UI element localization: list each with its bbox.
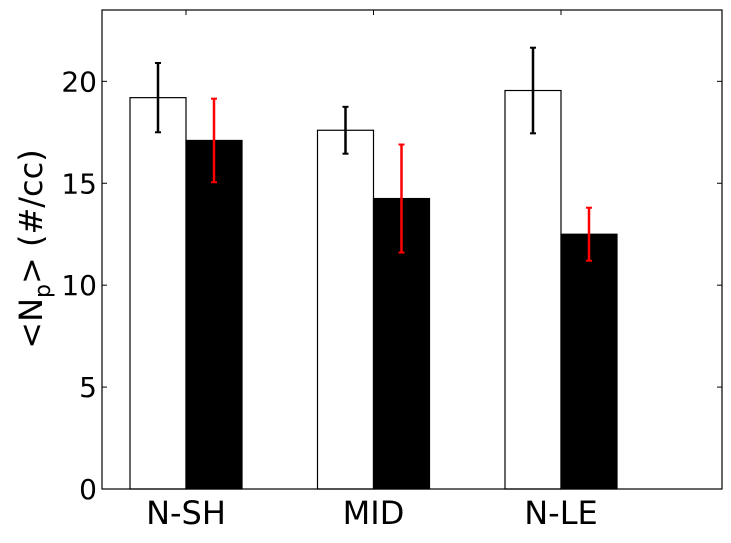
error-bar-n-sh-series-1 [155,61,161,134]
y-axis-label: <Np> (#/cc) [12,149,56,348]
labels-layer: N-SH MID N-LE 0 5 10 15 20 [61,65,597,532]
error-bar-n-le-series-2 [586,206,592,262]
x-tick-label: MID [343,494,405,532]
error-bars-layer [155,46,592,262]
y-tick-label: 15 [61,167,97,200]
bar-n-le-series-2 [560,233,618,490]
x-tick-label: N-LE [524,494,598,532]
y-axis-label-tail: > (#/cc) [12,149,50,284]
bar-n-le-series-1 [504,89,562,490]
bar-mid-series-1 [316,129,375,490]
y-tick-label: 20 [61,65,97,98]
y-tick-label: 10 [61,269,97,302]
ticks-layer [102,10,722,490]
bar-n-sh-series-2 [185,139,243,490]
y-axis-label-main: <N [12,298,50,349]
error-bar-n-sh-series-2 [211,97,217,184]
y-tick-label: 5 [79,371,97,404]
x-tick-label: N-SH [146,494,226,532]
bars-layer [129,89,618,490]
error-bar-mid-series-2 [398,143,405,254]
y-tick-label: 0 [79,473,97,506]
bar-n-sh-series-1 [129,97,187,490]
plot-frame [101,9,723,490]
error-bar-mid-series-1 [342,105,349,155]
y-axis-label-sub: p [31,284,56,298]
error-bar-n-le-series-1 [530,46,536,135]
